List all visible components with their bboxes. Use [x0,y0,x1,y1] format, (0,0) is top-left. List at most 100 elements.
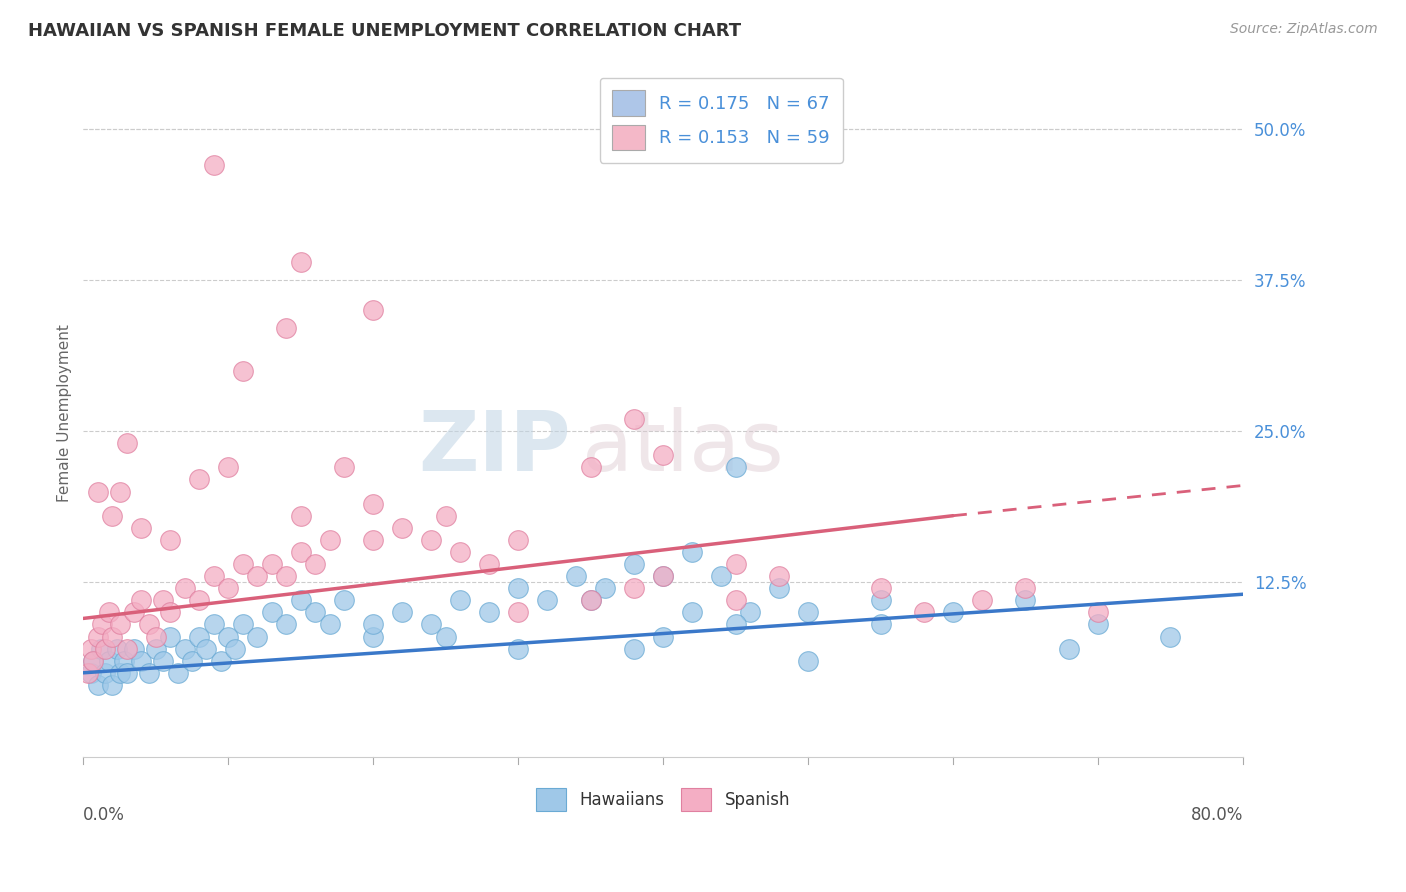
Point [869,581,891,595]
Point [122,606,145,620]
Text: atlas: atlas [582,407,783,488]
Legend: Hawaiians, Spanish: Hawaiians, Spanish [530,781,797,818]
Point [276,617,298,632]
Point [276,569,298,583]
Point [209,654,232,668]
Point [82,654,104,668]
Text: Source: ZipAtlas.com: Source: ZipAtlas.com [1230,22,1378,37]
Point [681,606,703,620]
Point [217,460,239,475]
Point [478,557,501,571]
Point [290,593,312,607]
Point [87,630,110,644]
Point [869,617,891,632]
Point [508,581,530,595]
Point [434,508,457,523]
Point [681,545,703,559]
Point [768,569,790,583]
Point [652,569,675,583]
Point [579,593,602,607]
Point [94,665,117,680]
Point [152,593,174,607]
Point [246,630,269,644]
Point [391,521,413,535]
Point [1087,617,1109,632]
Point [87,484,110,499]
Point [138,617,160,632]
Point [276,321,298,335]
Point [869,593,891,607]
Point [159,630,181,644]
Point [652,448,675,462]
Point [290,508,312,523]
Point [112,654,135,668]
Point [122,641,145,656]
Point [942,606,965,620]
Point [361,497,384,511]
Point [138,665,160,680]
Point [449,545,471,559]
Point [82,654,104,668]
Point [768,581,790,595]
Point [536,593,558,607]
Point [91,617,114,632]
Point [145,630,167,644]
Point [319,533,342,547]
Text: HAWAIIAN VS SPANISH FEMALE UNEMPLOYMENT CORRELATION CHART: HAWAIIAN VS SPANISH FEMALE UNEMPLOYMENT … [28,22,741,40]
Point [304,557,326,571]
Point [173,581,195,595]
Point [159,606,181,620]
Point [1014,593,1036,607]
Point [94,641,117,656]
Point [420,617,443,632]
Point [1159,630,1181,644]
Text: 0.0%: 0.0% [83,805,125,823]
Point [115,665,138,680]
Point [145,641,167,656]
Point [76,665,98,680]
Point [420,533,443,547]
Point [623,557,645,571]
Point [173,641,195,656]
Point [738,606,761,620]
Point [449,593,471,607]
Point [260,557,283,571]
Point [90,641,112,656]
Point [724,460,747,475]
Point [217,581,239,595]
Point [129,654,152,668]
Point [202,158,225,172]
Point [652,569,675,583]
Point [724,557,747,571]
Point [260,606,283,620]
Point [508,641,530,656]
Point [623,412,645,426]
Point [105,641,128,656]
Point [195,641,218,656]
Text: ZIP: ZIP [418,407,571,488]
Point [181,654,204,668]
Point [1014,581,1036,595]
Point [101,678,124,692]
Point [361,617,384,632]
Point [508,606,530,620]
Point [724,593,747,607]
Point [361,303,384,318]
Point [290,545,312,559]
Point [101,508,124,523]
Point [623,641,645,656]
Point [188,593,211,607]
Point [579,593,602,607]
Point [224,641,246,656]
Point [797,606,820,620]
Point [152,654,174,668]
Point [912,606,935,620]
Point [166,665,188,680]
Point [623,581,645,595]
Point [217,630,239,644]
Point [108,665,131,680]
Point [333,593,356,607]
Point [361,533,384,547]
Point [319,617,342,632]
Point [724,617,747,632]
